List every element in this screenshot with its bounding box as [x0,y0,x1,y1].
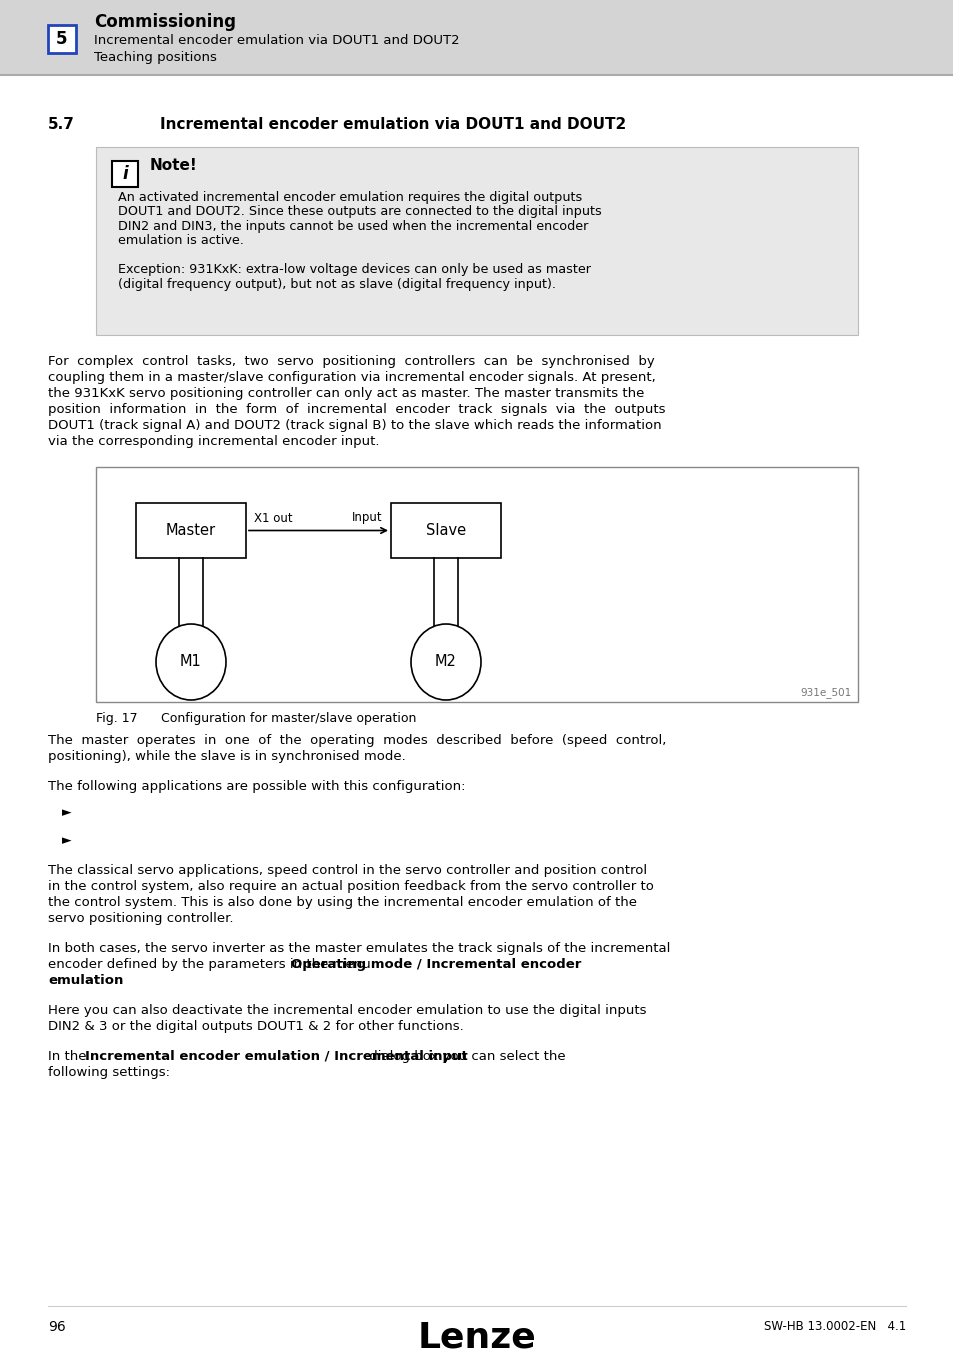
Text: Input: Input [352,512,382,525]
Bar [391,504,500,558]
Ellipse shape [411,624,480,701]
Text: The following applications are possible with this configuration:: The following applications are possible … [48,780,465,792]
Text: the control system. This is also done by using the incremental encoder emulation: the control system. This is also done by… [48,896,637,909]
Text: servo positioning controller.: servo positioning controller. [48,913,233,925]
Text: the 931KxK servo positioning controller can only act as master. The master trans: the 931KxK servo positioning controller … [48,387,643,400]
Text: Fig. 17: Fig. 17 [96,711,137,725]
Text: Slave: Slave [425,522,466,539]
Text: ►: ► [62,806,71,819]
Text: DOUT1 (track signal A) and DOUT2 (track signal B) to the slave which reads the i: DOUT1 (track signal A) and DOUT2 (track … [48,418,661,432]
Text: 5.7: 5.7 [48,117,74,132]
Text: emulation: emulation [48,973,123,987]
Text: Exception: 931KxK: extra-low voltage devices can only be used as master: Exception: 931KxK: extra-low voltage dev… [118,263,590,277]
Bar [0,0,953,76]
Text: Lenze: Lenze [417,1320,536,1350]
Text: via the corresponding incremental encoder input.: via the corresponding incremental encode… [48,435,379,448]
Text: M2: M2 [435,655,456,670]
Text: DIN2 & 3 or the digital outputs DOUT1 & 2 for other functions.: DIN2 & 3 or the digital outputs DOUT1 & … [48,1021,463,1033]
Text: Here you can also deactivate the incremental encoder emulation to use the digita: Here you can also deactivate the increme… [48,1004,646,1017]
Text: 5: 5 [56,30,68,49]
Bar [96,147,857,335]
Text: encoder defined by the parameters in the menu: encoder defined by the parameters in the… [48,958,375,971]
Text: DOUT1 and DOUT2. Since these outputs are connected to the digital inputs: DOUT1 and DOUT2. Since these outputs are… [118,205,601,219]
Text: Commissioning: Commissioning [94,14,235,31]
Text: M1: M1 [180,655,202,670]
Text: ►: ► [62,834,71,846]
Text: DIN2 and DIN3, the inputs cannot be used when the incremental encoder: DIN2 and DIN3, the inputs cannot be used… [118,220,588,234]
Text: In the: In the [48,1050,91,1062]
Text: Configuration for master/slave operation: Configuration for master/slave operation [161,711,416,725]
Text: Master: Master [166,522,215,539]
Text: Incremental encoder emulation via DOUT1 and DOUT2: Incremental encoder emulation via DOUT1 … [94,34,459,46]
Bar [136,504,246,558]
Text: (digital frequency output), but not as slave (digital frequency input).: (digital frequency output), but not as s… [118,278,556,292]
Text: 931e_501: 931e_501 [800,687,851,698]
Text: In both cases, the servo inverter as the master emulates the track signals of th: In both cases, the servo inverter as the… [48,942,670,954]
Text: Note!: Note! [150,158,197,173]
Text: positioning), while the slave is in synchronised mode.: positioning), while the slave is in sync… [48,751,405,763]
Text: Operating mode / Incremental encoder: Operating mode / Incremental encoder [291,958,580,971]
Text: For  complex  control  tasks,  two  servo  positioning  controllers  can  be  sy: For complex control tasks, two servo pos… [48,355,654,369]
Ellipse shape [156,624,226,701]
Text: .: . [95,973,99,987]
Text: 96: 96 [48,1320,66,1334]
Bar [96,467,857,702]
Bar [48,26,76,53]
Text: following settings:: following settings: [48,1066,170,1079]
Text: The classical servo applications, speed control in the servo controller and posi: The classical servo applications, speed … [48,864,646,878]
Text: Teaching positions: Teaching positions [94,50,216,63]
Text: An activated incremental encoder emulation requires the digital outputs: An activated incremental encoder emulati… [118,190,581,204]
Text: X1 out: X1 out [253,512,293,525]
Text: emulation is active.: emulation is active. [118,235,244,247]
Text: position  information  in  the  form  of  incremental  encoder  track  signals  : position information in the form of incr… [48,404,665,416]
Text: dialog box you can select the: dialog box you can select the [365,1050,565,1062]
Text: Incremental encoder emulation via DOUT1 and DOUT2: Incremental encoder emulation via DOUT1 … [160,117,625,132]
Text: SW-HB 13.0002-EN   4.1: SW-HB 13.0002-EN 4.1 [763,1320,905,1332]
Text: The  master  operates  in  one  of  the  operating  modes  described  before  (s: The master operates in one of the operat… [48,734,666,747]
Bar [112,161,138,188]
Text: in the control system, also require an actual position feedback from the servo c: in the control system, also require an a… [48,880,653,892]
Text: coupling them in a master/slave configuration via incremental encoder signals. A: coupling them in a master/slave configur… [48,371,655,383]
Text: Incremental encoder emulation / Incremental input: Incremental encoder emulation / Incremen… [85,1050,467,1062]
Text: i: i [122,165,128,184]
